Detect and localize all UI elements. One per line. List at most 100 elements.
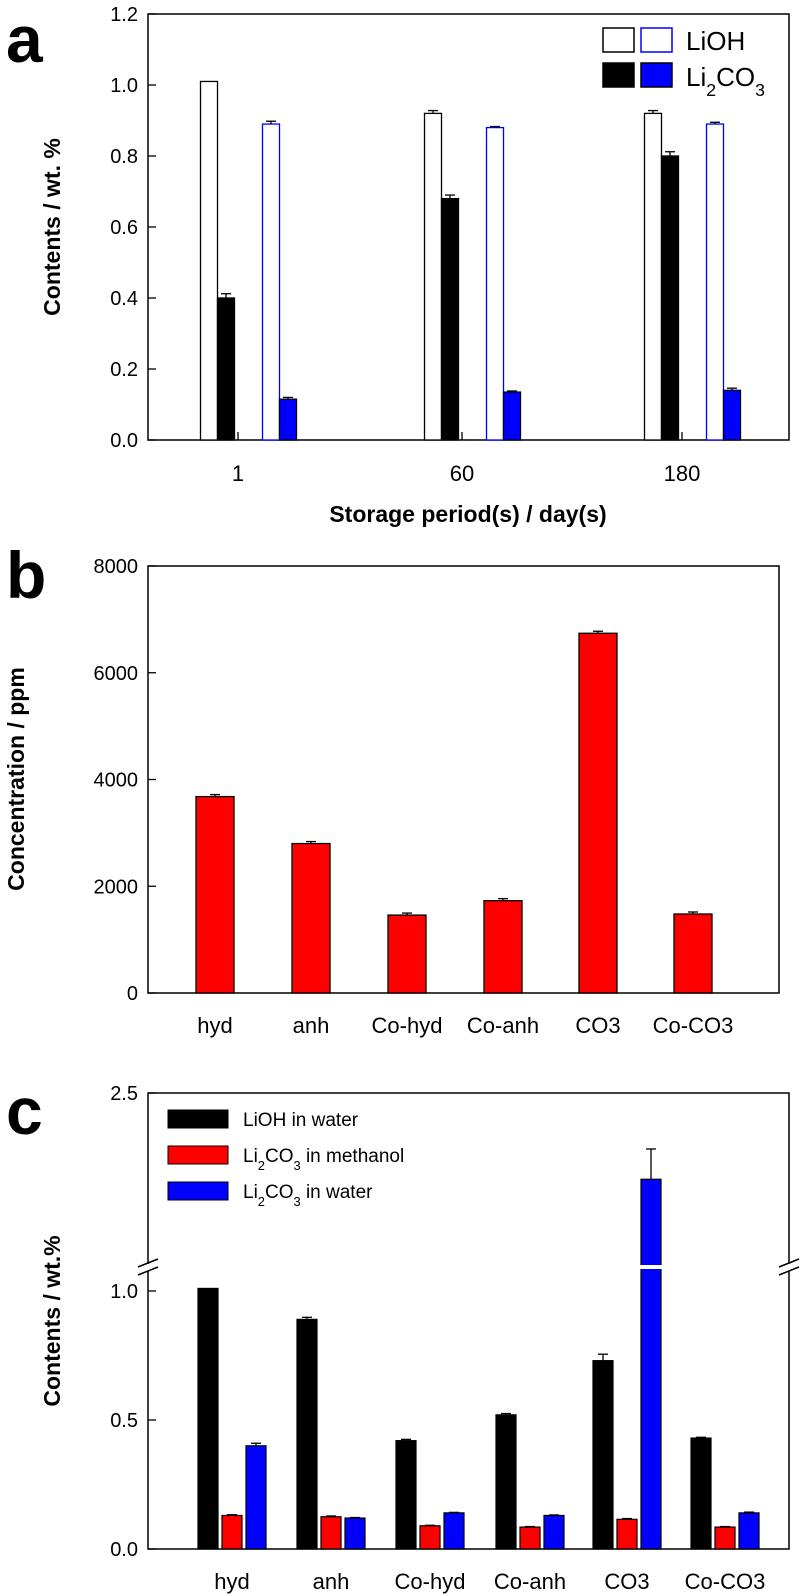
bar-li2co3-black-60 (440, 197, 460, 441)
y-tick-label: 4000 (94, 770, 139, 792)
bar-lioh-blue-180 (705, 123, 725, 441)
legend-a-lioh-blue-swatch (640, 27, 673, 53)
y-tick-label: 0 (127, 983, 138, 1005)
bar-li2co3-black-180 (660, 155, 680, 441)
y-tick-label: 2000 (94, 876, 139, 898)
legend-a-lioh-label: LiOH (686, 26, 745, 56)
legend-c-li2co3-methanol-label: Li2CO3 in methanol (243, 1146, 404, 1173)
axis-break-mark (137, 1258, 159, 1268)
chart-c: 0.0 0.5 1.0 2.5 hyd anh Co-hyd Co-anh CO3 Co-CO3… (39, 1083, 800, 1594)
bar-li2co3-in-methanol-co3 (616, 1518, 638, 1550)
bar-li2co3-in-water-co3-break-gap (640, 1265, 662, 1269)
bar-lioh-black-180 (643, 112, 663, 441)
bar-li2co3-in-methanol-co-co3 (714, 1526, 736, 1550)
bar-li2co3-in-water-co-anh (543, 1514, 565, 1550)
bar-li2co3-in-methanol-hyd (221, 1514, 243, 1550)
x-tick-label: CO3 (575, 1013, 620, 1038)
bar-lioh-in-water-co3 (592, 1360, 614, 1550)
bar-li2co3-in-water-anh (344, 1517, 366, 1550)
bar-lioh-in-water-anh (296, 1318, 318, 1550)
chart-c-ylabel: Contents / wt.% (39, 1235, 65, 1406)
bar-li2co3-blue-180 (722, 389, 742, 441)
x-tick-label: hyd (197, 1013, 232, 1038)
bar-li2co3-in-water-co-co3 (738, 1512, 760, 1550)
x-tick-label: Co-anh (494, 1569, 566, 1594)
y-tick-label: 0.0 (110, 430, 138, 452)
axis-break-gap-left (140, 1264, 156, 1271)
chart-a-legend: LiOH Li2CO3 (602, 26, 765, 100)
legend-c-li2co3-water-label: Li2CO3 in water (243, 1182, 373, 1209)
y-tick-label: 8000 (94, 556, 139, 578)
bar-co-hyd (387, 914, 427, 994)
bar-lioh-in-water-co-hyd (395, 1440, 417, 1550)
chart-b-ylabel: Concentration / ppm (3, 667, 29, 891)
legend-a-li2co3-blue-swatch (640, 62, 673, 88)
x-tick-label: CO3 (604, 1569, 649, 1594)
bar-co-anh (483, 900, 523, 994)
y-tick-label: 0.6 (110, 217, 138, 239)
legend-a-lioh-black-swatch (602, 27, 635, 53)
bar-lioh-black-60 (423, 112, 443, 441)
y-tick-label: 1.2 (110, 4, 138, 26)
y-tick-label: 0.5 (110, 1410, 138, 1432)
x-tick-label: Co-anh (467, 1013, 539, 1038)
legend-c-li2co3-methanol-swatch (167, 1145, 229, 1165)
panel-label-b: b (6, 538, 46, 612)
bar-li2co3-in-water-co-hyd (443, 1512, 465, 1550)
x-tick-label: anh (293, 1013, 330, 1038)
bar-lioh-blue-1 (261, 123, 281, 441)
chart-a-xlabel: Storage period(s) / day(s) (329, 501, 606, 527)
bar-hyd (195, 795, 235, 994)
panel-label-c: c (6, 1074, 43, 1148)
bar-co3 (578, 632, 618, 994)
x-tick-label: Co-CO3 (653, 1013, 734, 1038)
y-tick-label: 6000 (94, 663, 139, 685)
bar-anh (291, 842, 331, 994)
bar-co-co3 (673, 913, 713, 994)
axis-break-mark (778, 1266, 800, 1276)
y-tick-label: 0.2 (110, 359, 138, 381)
bar-lioh-in-water-co-co3 (690, 1437, 712, 1550)
axis-break-gap-right (781, 1264, 797, 1271)
bar-lioh-in-water-hyd (197, 1287, 219, 1550)
bar-li2co3-in-methanol-co-hyd (419, 1525, 441, 1550)
bar-li2co3-in-methanol-anh (320, 1516, 342, 1550)
legend-c-lioh-water-swatch (167, 1109, 229, 1129)
y-tick-label: 1.0 (110, 1281, 138, 1303)
y-tick-label: 0.0 (110, 1539, 138, 1561)
x-tick-label: 1 (232, 461, 244, 486)
chart-a: 0.0 0.2 0.4 0.6 0.8 1.0 1.2 1 60 180 Storage per… (39, 4, 790, 527)
x-tick-label: 60 (450, 461, 474, 486)
y-tick-label: 1.0 (110, 75, 138, 97)
bar-li2co3-in-water-hyd (245, 1445, 267, 1550)
x-tick-label: Co-hyd (395, 1569, 466, 1594)
bar-lioh-in-water-co-anh (495, 1414, 517, 1550)
bar-li2co3-blue-60 (502, 391, 522, 441)
bar-li2co3-in-water-co3 (640, 1178, 662, 1550)
bar-li2co3-in-methanol-co-anh (519, 1526, 541, 1550)
bar-li2co3-blue-1 (278, 398, 298, 441)
bar-li2co3-black-1 (216, 297, 236, 441)
legend-c-li2co3-water-swatch (167, 1181, 229, 1201)
chart-c-legend: LiOH in water Li2CO3 in methanol Li2CO3 … (167, 1109, 404, 1209)
legend-a-li2co3-label: Li2CO3 (686, 62, 765, 100)
y-tick-label: 0.8 (110, 146, 138, 168)
y-tick-label: 0.4 (110, 288, 138, 310)
chart-b: 0 2000 4000 6000 8000 hyd anh Co-hyd Co-anh CO3 C… (3, 556, 780, 1038)
panel-label-a: a (6, 2, 44, 76)
legend-a-li2co3-black-swatch (602, 62, 635, 88)
x-tick-label: Co-hyd (372, 1013, 443, 1038)
x-tick-label: anh (313, 1569, 350, 1594)
bar-lioh-blue-60 (485, 126, 505, 441)
chart-c-frame (147, 1092, 790, 1550)
x-tick-label: Co-CO3 (685, 1569, 766, 1594)
axis-break-mark (778, 1258, 800, 1268)
x-tick-label: hyd (214, 1569, 249, 1594)
y-tick-label: 2.5 (110, 1083, 138, 1105)
x-tick-label: 180 (664, 461, 701, 486)
bar-lioh-black-1 (199, 80, 219, 441)
axis-break-mark (137, 1266, 159, 1276)
legend-c-lioh-water-label: LiOH in water (243, 1110, 359, 1131)
chart-a-ylabel: Contents / wt. % (39, 138, 65, 316)
